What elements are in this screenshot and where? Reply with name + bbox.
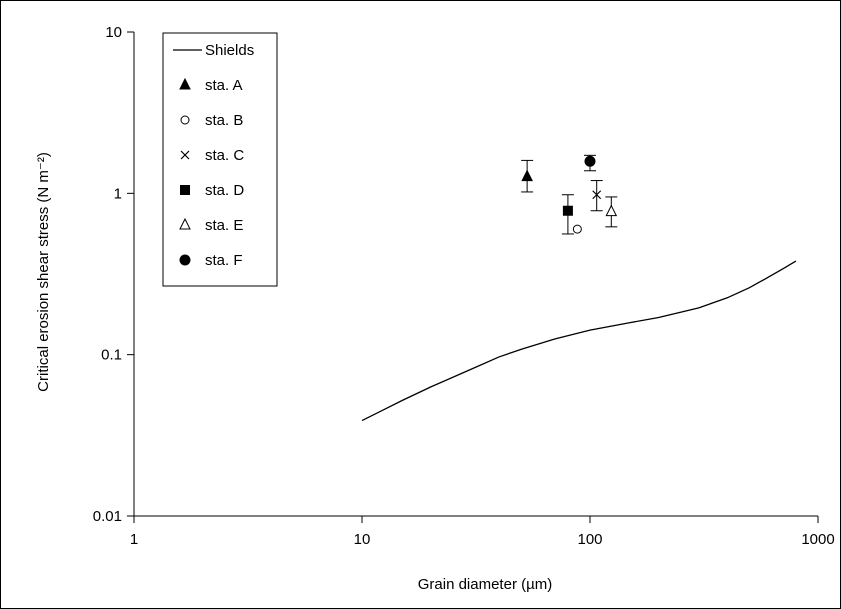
legend-item-sta-d: sta. D (180, 182, 244, 199)
x-axis-label: Grain diameter (µm) (418, 576, 553, 593)
legend-symbol (180, 115, 190, 125)
x-tick-label: 1000 (801, 531, 834, 548)
legend: Shields sta. A sta. B sta. C sta. D sta. E sta… (162, 32, 278, 287)
error-bar-sta-c (590, 180, 603, 212)
legend-item-sta-e: sta. E (179, 217, 243, 234)
cross-stroke (592, 190, 602, 200)
legend-symbol (179, 77, 191, 90)
legend-label: sta. F (205, 252, 243, 269)
data-point-sta-d (562, 205, 573, 216)
shields-curve-line (361, 260, 797, 422)
x-tick-label: 10 (354, 531, 371, 548)
axes: 0.01 0.1 1 10 1 10 100 1000 (93, 24, 835, 548)
legend-symbol (179, 254, 191, 266)
data-point-sta-e (605, 204, 618, 217)
y-tick-label: 10 (105, 24, 122, 41)
legend-symbol (179, 217, 191, 230)
y-tick-label: 0.01 (93, 508, 122, 525)
legend-label: sta. B (205, 112, 243, 129)
legend-item-sta-b: sta. B (180, 112, 243, 129)
x-tick-label: 100 (577, 531, 602, 548)
legend-item-sta-a: sta. A (179, 77, 243, 94)
y-axis-label: Critical erosion shear stress (N m⁻²) (35, 152, 52, 392)
data-point-sta-c (592, 190, 602, 200)
legend-symbol (180, 185, 190, 195)
legend-label: sta. C (205, 147, 244, 164)
legend-label: Shields (205, 42, 254, 59)
data-points-layer (521, 154, 618, 235)
legend-box (162, 32, 278, 287)
legend-label: sta. A (205, 77, 243, 94)
legend-item-sta-c: sta. C (180, 147, 244, 164)
x-tick-label: 1 (130, 531, 138, 548)
y-tick-label: 1 (114, 185, 122, 202)
y-tick-label: 0.1 (101, 347, 122, 364)
legend-symbol (180, 150, 190, 160)
data-point-sta-b (572, 224, 582, 234)
legend-item-shields: Shields (173, 42, 254, 59)
legend-label: sta. E (205, 217, 243, 234)
cross-stroke (180, 150, 190, 160)
data-point-sta-f (584, 155, 596, 167)
data-point-sta-a (521, 169, 533, 182)
shields-curve-layer (361, 260, 797, 422)
legend-item-sta-f: sta. F (179, 252, 243, 269)
legend-label: sta. D (205, 182, 244, 199)
